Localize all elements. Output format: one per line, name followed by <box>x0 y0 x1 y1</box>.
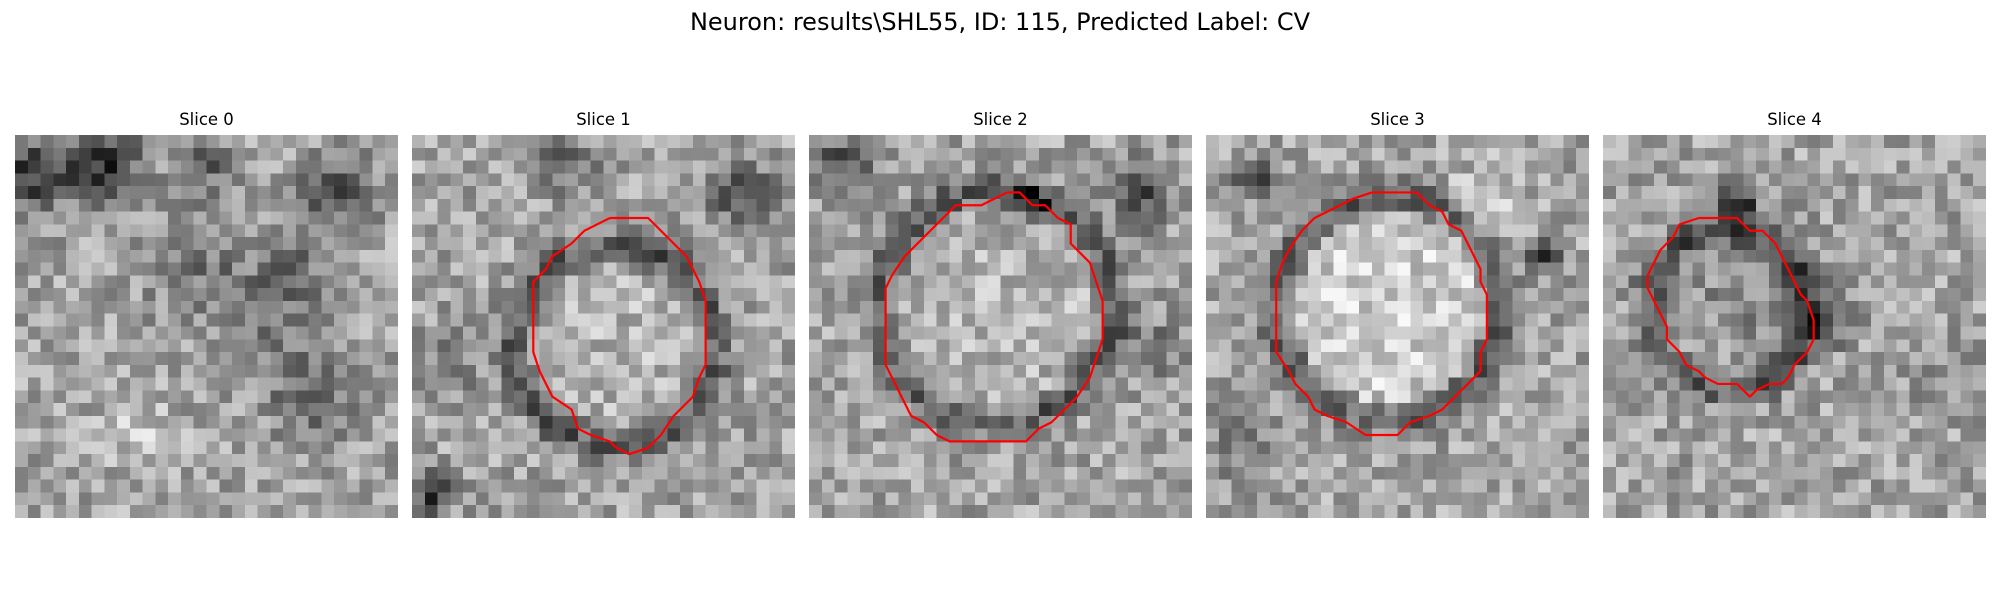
slice-panel: Slice 1 <box>412 108 795 519</box>
slice-image <box>1206 135 1589 518</box>
contour-overlay <box>15 135 398 518</box>
slice-panel: Slice 3 <box>1206 108 1589 519</box>
segmentation-contour <box>533 218 705 454</box>
segmentation-contour <box>1648 218 1814 397</box>
contour-overlay <box>1206 135 1589 518</box>
slice-image <box>15 135 398 518</box>
contour-overlay <box>412 135 795 518</box>
figure-title: Neuron: results\SHL55, ID: 115, Predicte… <box>689 8 1311 36</box>
contour-overlay <box>1603 135 1986 518</box>
slice-panel: Slice 2 <box>809 108 1192 519</box>
slice-panel: Slice 4 <box>1603 108 1986 519</box>
slice-title: Slice 3 <box>1370 110 1425 129</box>
slice-image <box>809 135 1192 518</box>
slice-panel: Slice 0 <box>15 108 398 519</box>
slice-image <box>412 135 795 518</box>
slice-title: Slice 0 <box>179 110 234 129</box>
slice-title: Slice 4 <box>1767 110 1822 129</box>
segmentation-contour <box>886 192 1103 441</box>
contour-overlay <box>809 135 1192 518</box>
segmentation-contour <box>1276 192 1487 435</box>
slice-title: Slice 1 <box>576 110 631 129</box>
slice-title: Slice 2 <box>973 110 1028 129</box>
